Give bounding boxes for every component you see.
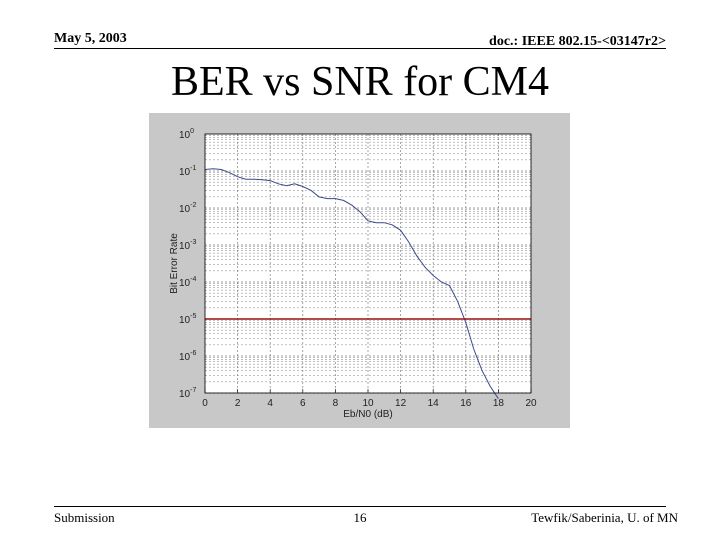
- y-axis-label: Bit Error Rate: [169, 233, 180, 294]
- y-tick-label: 10-5: [179, 313, 196, 326]
- footer-rule: [54, 506, 666, 507]
- footer-authors: Tewfik/Saberinia, U. of MN: [531, 510, 678, 525]
- y-tick-label: 10-2: [179, 202, 196, 215]
- x-tick-label: 20: [525, 398, 537, 409]
- ber-chart: 0 2 4 6 8 10 12 14 16 18 20 100 10-1 10-2 10-3 10-4 10-5…: [149, 113, 570, 428]
- x-tick-label: 8: [333, 398, 339, 409]
- y-tick-label: 10-7: [179, 387, 196, 400]
- slide-title: BER vs SNR for CM4: [170, 59, 550, 105]
- y-tick-label: 10-3: [179, 239, 196, 252]
- x-tick-label: 14: [428, 398, 440, 409]
- x-tick-label: 16: [460, 398, 472, 409]
- x-tick-label: 10: [362, 398, 374, 409]
- header-rule: [54, 48, 666, 49]
- x-tick-label: 6: [300, 398, 306, 409]
- x-tick-label: 18: [493, 398, 505, 409]
- y-tick-label: 10-1: [179, 165, 196, 178]
- y-tick-label: 10-4: [179, 276, 196, 289]
- y-tick-label: 10-6: [179, 350, 196, 363]
- footer-page-number: 16: [353, 510, 367, 525]
- x-tick-label: 2: [235, 398, 241, 409]
- x-tick-label: 0: [202, 398, 208, 409]
- x-axis-label: Eb/N0 (dB): [343, 409, 392, 420]
- y-tick-label: 100: [179, 128, 194, 141]
- x-tick-label: 4: [267, 398, 273, 409]
- x-tick-label: 12: [395, 398, 407, 409]
- footer-submission: Submission: [54, 510, 115, 525]
- header-doc-id: doc.: IEEE 802.15-<03147r2>: [489, 34, 666, 49]
- header-date: May 5, 2003: [54, 31, 127, 46]
- series-line-0: [204, 168, 499, 399]
